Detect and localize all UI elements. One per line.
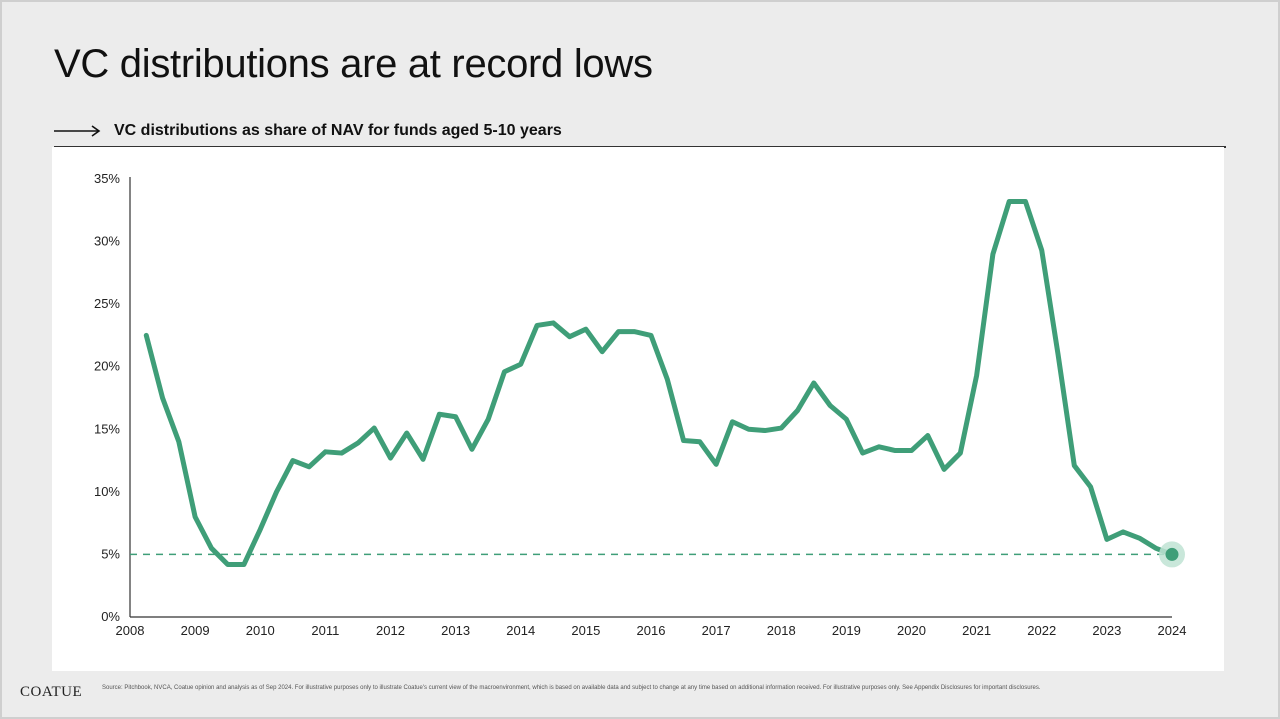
x-tick-label: 2012: [376, 623, 405, 638]
y-tick-label: 10%: [94, 484, 120, 499]
x-tick-label: 2024: [1158, 623, 1187, 638]
source-footnote: Source: Pitchbook, NVCA, Coatue opinion …: [102, 685, 1041, 691]
chart-title: VC distributions as share of NAV for fun…: [114, 122, 562, 139]
x-tick-label: 2019: [832, 623, 861, 638]
x-tick-label: 2017: [702, 623, 731, 638]
x-tick-label: 2014: [506, 623, 535, 638]
chart-subtitle-row: VC distributions as share of NAV for fun…: [54, 120, 562, 142]
y-tick-label: 30%: [94, 234, 120, 249]
y-tick-label: 15%: [94, 421, 120, 436]
x-tick-label: 2009: [181, 623, 210, 638]
x-tick-label: 2013: [441, 623, 470, 638]
x-tick-label: 2008: [116, 623, 145, 638]
x-tick-label: 2015: [571, 623, 600, 638]
x-tick-label: 2016: [637, 623, 666, 638]
y-tick-label: 5%: [101, 546, 120, 561]
series-line: [143, 199, 1175, 567]
x-tick-label: 2020: [897, 623, 926, 638]
x-tick-label: 2010: [246, 623, 275, 638]
slide-title: VC distributions are at record lows: [54, 42, 653, 86]
coatue-logo: COATUE: [20, 684, 83, 700]
x-tick-label: 2018: [767, 623, 796, 638]
chart-panel: [52, 147, 1224, 671]
y-tick-label: 0%: [101, 609, 120, 624]
x-tick-label: 2022: [1027, 623, 1056, 638]
x-tick-label: 2023: [1092, 623, 1121, 638]
x-tick-label: 2011: [311, 623, 339, 638]
last-point-marker: [1165, 547, 1179, 561]
x-tick-label: 2021: [962, 623, 991, 638]
arrow-right-icon: [54, 125, 101, 137]
y-tick-label: 35%: [94, 171, 120, 186]
y-tick-label: 20%: [94, 359, 120, 374]
line-chart: 0% 5% 10% 15% 20% 25% 30% 35% 2008 2009 2010 2011 20…: [94, 171, 1187, 638]
y-tick-label: 25%: [94, 296, 120, 311]
